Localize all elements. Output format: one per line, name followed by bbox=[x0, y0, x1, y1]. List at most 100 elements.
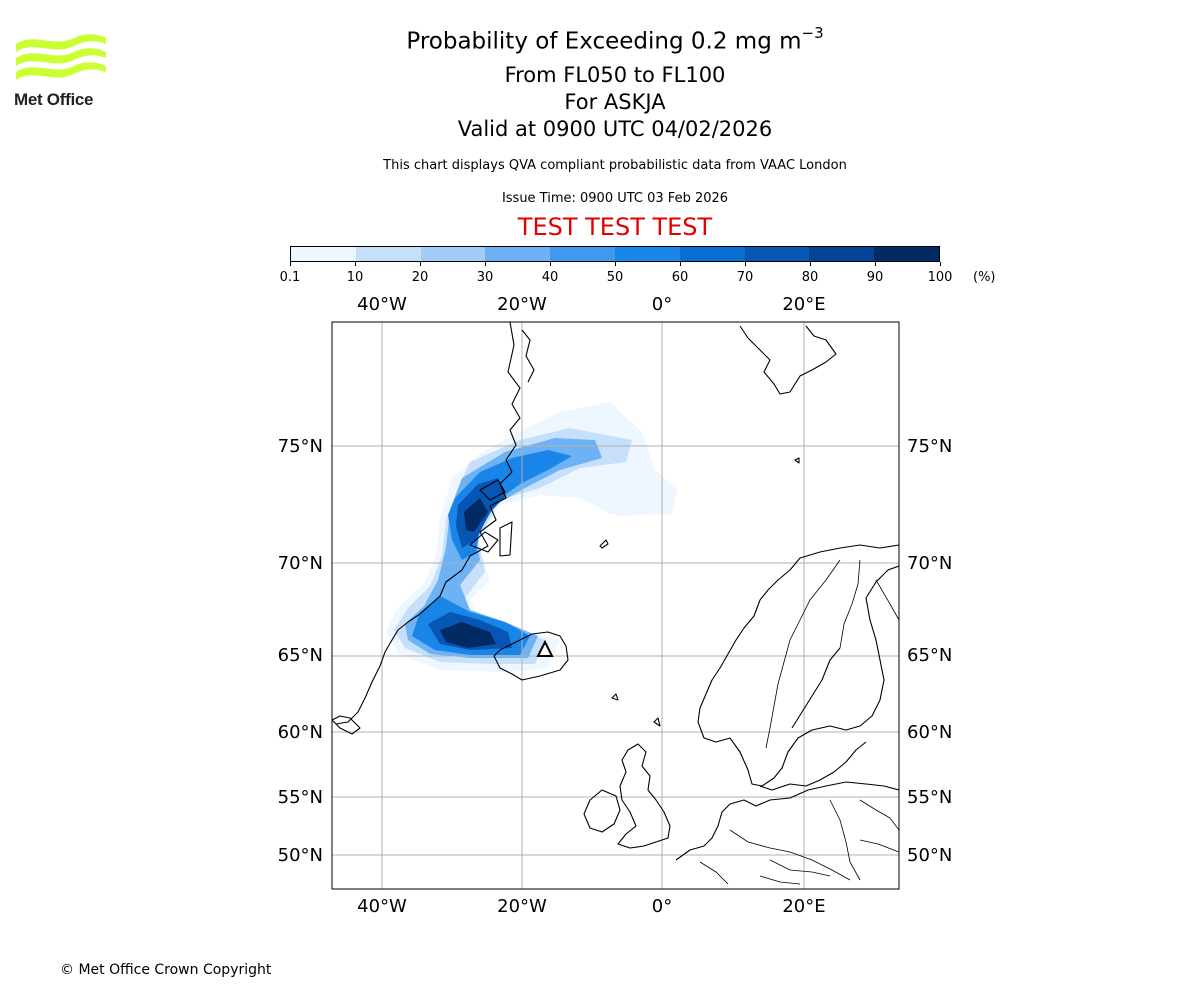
lat-label-right: 55°N bbox=[907, 787, 952, 808]
flight-level-range: From FL050 to FL100 bbox=[504, 63, 726, 87]
lon-label-top: 40°W bbox=[357, 294, 407, 315]
lat-label-left: 50°N bbox=[278, 845, 323, 866]
colorbar-tick-mark bbox=[614, 262, 616, 266]
coast-greenland-sw bbox=[332, 715, 361, 735]
latitude-labels-right: 75°N 70°N 65°N 60°N 55°N 50°N bbox=[907, 436, 952, 866]
coast-baltic bbox=[759, 741, 867, 791]
coastlines bbox=[332, 322, 899, 861]
volcano-name: For ASKJA bbox=[564, 90, 666, 114]
colorbar-segment bbox=[420, 247, 486, 261]
colorbar-tick-mark bbox=[484, 262, 486, 266]
colorbar-tick-label: 20 bbox=[411, 270, 429, 285]
coast-greenland bbox=[335, 322, 521, 725]
latitude-labels-left: 75°N 70°N 65°N 60°N 55°N 50°N bbox=[278, 436, 323, 866]
colorbar-tick-label: 10 bbox=[346, 270, 364, 285]
lat-label-right: 65°N bbox=[907, 645, 952, 666]
chart-title: Probability of Exceeding 0.2 mg m−3 bbox=[300, 24, 930, 55]
colorbar-tick-mark bbox=[289, 262, 291, 266]
colorbar-segment bbox=[679, 247, 745, 261]
longitude-labels-bottom: 40°W 20°W 0° 20°E bbox=[357, 896, 825, 917]
colorbar-tick-label: 70 bbox=[736, 270, 754, 285]
colorbar-segment bbox=[614, 247, 680, 261]
copyright-notice: © Met Office Crown Copyright bbox=[60, 962, 272, 978]
colorbar-tick-mark bbox=[549, 262, 551, 266]
country-borders bbox=[699, 559, 899, 885]
colorbar-tick-label: 30 bbox=[476, 270, 494, 285]
lon-label-top: 0° bbox=[652, 294, 672, 315]
lon-label-top: 20°E bbox=[782, 294, 825, 315]
colorbar-tick-mark bbox=[744, 262, 746, 266]
volcano-triangle-icon bbox=[536, 639, 554, 657]
colorbar-segment bbox=[809, 247, 875, 261]
ash-plume bbox=[386, 402, 678, 672]
colorbar-tick-mark bbox=[874, 262, 876, 266]
colorbar-tick-label: 60 bbox=[671, 270, 689, 285]
border-finland-russia bbox=[875, 579, 899, 621]
border-baltics bbox=[859, 799, 899, 831]
coast-greenland-islands bbox=[469, 479, 513, 557]
colorbar-segment bbox=[744, 247, 810, 261]
coast-great-britain bbox=[617, 743, 671, 849]
data-source-note: This chart displays QVA compliant probab… bbox=[383, 158, 847, 173]
colorbar-segment bbox=[485, 247, 551, 261]
coast-continent bbox=[675, 781, 899, 861]
colorbar-segment bbox=[355, 247, 421, 261]
colorbar-segment bbox=[874, 247, 939, 261]
colorbar-tick-mark bbox=[419, 262, 421, 266]
lon-label-top: 20°W bbox=[497, 294, 547, 315]
lon-label-bottom: 20°W bbox=[497, 896, 547, 917]
coast-ireland bbox=[583, 789, 621, 833]
lat-label-right: 70°N bbox=[907, 553, 952, 574]
border-france bbox=[699, 861, 729, 885]
coast-shetland bbox=[653, 717, 661, 727]
border-poland bbox=[829, 799, 861, 881]
colorbar-tick-label: 80 bbox=[801, 270, 819, 285]
test-banner: TEST TEST TEST bbox=[517, 213, 713, 241]
met-office-logo-text: Met Office bbox=[14, 90, 94, 109]
colorbar-tick-mark bbox=[679, 262, 681, 266]
map-frame bbox=[331, 321, 900, 890]
lat-label-right: 75°N bbox=[907, 436, 952, 457]
valid-time: Valid at 0900 UTC 04/02/2026 bbox=[457, 117, 773, 141]
colorbar-tick-mark bbox=[809, 262, 811, 266]
coast-iceland bbox=[493, 631, 569, 681]
lat-label-right: 60°N bbox=[907, 722, 952, 743]
coast-svalbard bbox=[739, 325, 837, 395]
lat-label-left: 75°N bbox=[278, 436, 323, 457]
plume-level-3 bbox=[405, 438, 602, 658]
coast-jan-mayen bbox=[599, 539, 609, 549]
met-office-wave-icon bbox=[16, 34, 106, 80]
chart-title-text: Probability of Exceeding 0.2 mg m bbox=[406, 28, 802, 55]
lat-label-left: 65°N bbox=[278, 645, 323, 666]
colorbar-tick-label: 50 bbox=[606, 270, 624, 285]
coast-faroes bbox=[611, 693, 619, 701]
coast-greenland-north bbox=[521, 329, 535, 383]
lon-label-bottom: 20°E bbox=[782, 896, 825, 917]
chart-title-exponent: −3 bbox=[801, 24, 824, 42]
colorbar-tick-mark bbox=[939, 262, 941, 266]
border-czech bbox=[769, 859, 831, 877]
colorbar-tick-label: 100 bbox=[927, 270, 953, 285]
border-norway-sweden bbox=[765, 559, 841, 749]
colorbar-segment bbox=[550, 247, 615, 261]
lat-label-left: 55°N bbox=[278, 787, 323, 808]
border-sweden-finland bbox=[839, 559, 861, 649]
colorbar-tick-label: 40 bbox=[541, 270, 559, 285]
coast-bear-island bbox=[794, 457, 800, 464]
longitude-labels-top: 40°W 20°W 0° 20°E bbox=[357, 294, 825, 315]
border-germany bbox=[729, 829, 851, 881]
probability-colorbar bbox=[290, 246, 940, 262]
border-austria bbox=[759, 875, 801, 885]
lon-label-bottom: 40°W bbox=[357, 896, 407, 917]
lat-label-left: 60°N bbox=[278, 722, 323, 743]
colorbar-unit: (%) bbox=[973, 270, 996, 285]
lon-label-bottom: 0° bbox=[652, 896, 672, 917]
coast-gulf-bothnia bbox=[791, 647, 841, 729]
colorbar-tick-mark bbox=[354, 262, 356, 266]
lat-label-right: 50°N bbox=[907, 845, 952, 866]
issue-time: Issue Time: 0900 UTC 03 Feb 2026 bbox=[501, 191, 729, 206]
coast-scandinavia bbox=[697, 544, 899, 787]
graticule bbox=[332, 322, 899, 889]
colorbar-tick-label: 0.1 bbox=[279, 270, 301, 285]
